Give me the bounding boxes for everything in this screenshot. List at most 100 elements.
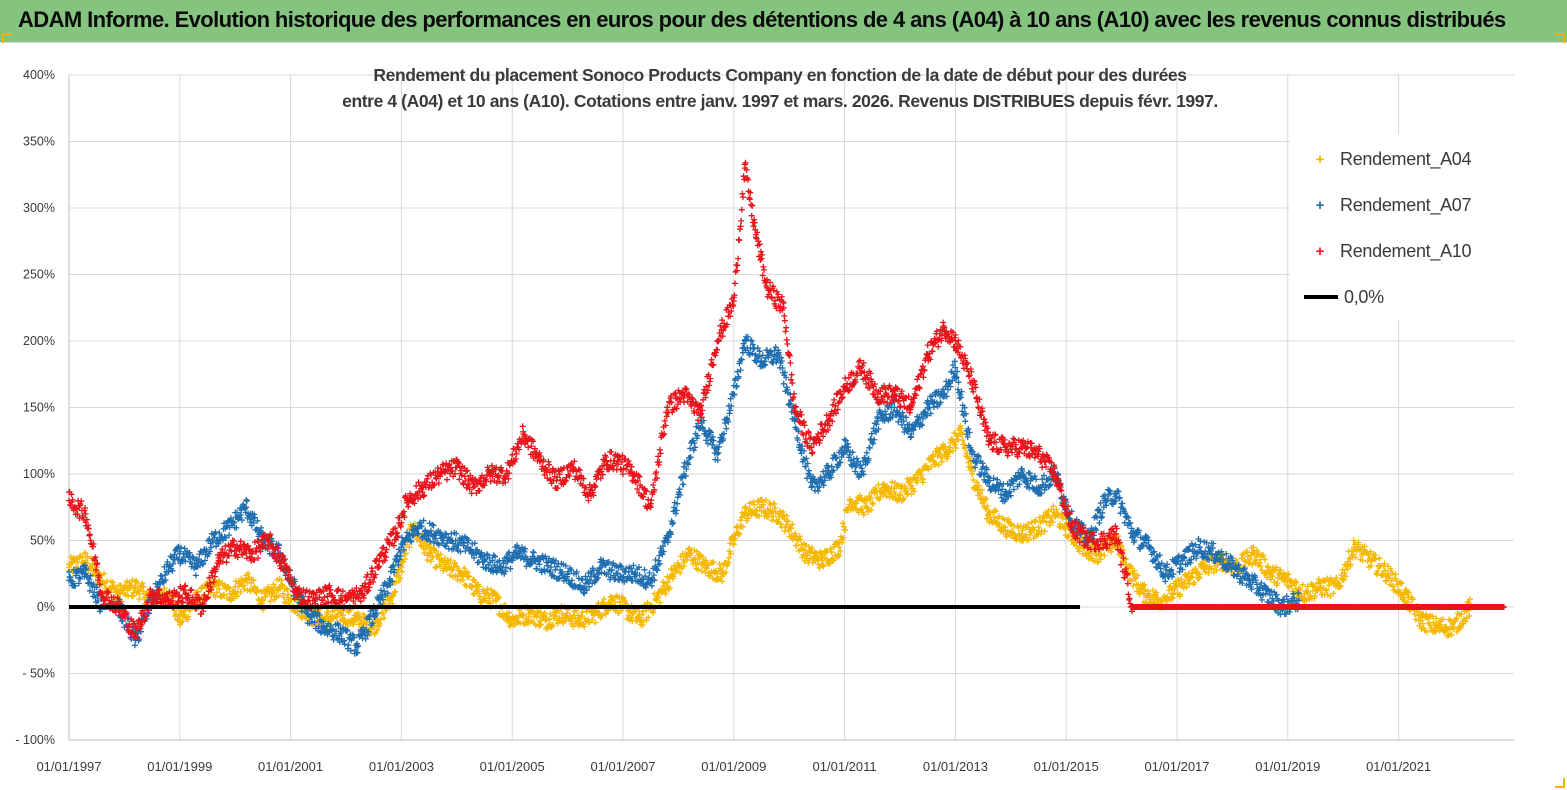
data-point <box>198 585 205 592</box>
data-point <box>737 517 744 524</box>
y-tick-label: 150% <box>23 401 55 415</box>
data-point <box>664 579 671 586</box>
data-point <box>506 609 513 616</box>
series-marks <box>66 159 1507 657</box>
data-point <box>355 612 362 619</box>
data-point <box>486 595 493 602</box>
data-point <box>869 501 876 508</box>
data-point <box>538 621 545 628</box>
x-tick-label: 01/01/2001 <box>258 759 323 774</box>
data-point <box>79 554 86 561</box>
data-point <box>599 612 606 619</box>
data-point <box>532 622 539 629</box>
data-point <box>613 592 620 599</box>
x-tick-label: 01/01/2015 <box>1034 759 1099 774</box>
data-point <box>179 598 186 605</box>
y-tick-label: 350% <box>23 135 55 149</box>
data-point <box>549 622 556 629</box>
data-point <box>243 498 250 504</box>
data-point <box>680 481 687 488</box>
data-point <box>285 591 292 598</box>
data-point <box>379 610 386 617</box>
x-tick-label: 01/01/2003 <box>369 759 434 774</box>
y-tick-label: 100% <box>23 467 55 481</box>
x-axis-ticks: 01/01/1997 01/01/1999 01/01/2001 01/01/2003… <box>36 759 1431 774</box>
data-point <box>953 445 959 451</box>
data-point <box>786 400 793 407</box>
data-point <box>866 445 873 451</box>
data-point <box>437 551 444 558</box>
data-point <box>577 613 584 620</box>
data-point <box>392 588 399 595</box>
data-point <box>360 611 367 618</box>
data-point <box>841 436 848 443</box>
data-point <box>213 589 220 596</box>
data-point <box>136 590 143 597</box>
data-point <box>520 612 527 619</box>
data-point <box>461 565 468 572</box>
data-point <box>279 582 286 589</box>
data-point <box>460 576 466 583</box>
data-point <box>889 479 895 486</box>
data-point <box>842 527 849 533</box>
data-point <box>669 521 676 528</box>
data-point <box>199 584 205 591</box>
data-point <box>476 583 482 590</box>
x-tick-label: 01/01/2011 <box>813 759 877 774</box>
data-point <box>1392 571 1399 578</box>
data-point <box>139 580 146 587</box>
data-point <box>283 585 290 592</box>
data-point <box>536 618 543 624</box>
data-point <box>94 567 101 574</box>
data-point <box>533 613 540 620</box>
data-point <box>351 618 357 624</box>
data-point <box>216 586 223 592</box>
data-point <box>185 613 192 620</box>
y-tick-label: 400% <box>23 68 55 82</box>
data-point <box>427 558 434 565</box>
x-tick-label: 01/01/2021 <box>1366 759 1431 774</box>
data-point <box>241 586 248 592</box>
data-point <box>600 596 607 602</box>
data-point <box>221 591 228 598</box>
data-point <box>402 556 409 562</box>
x-tick-label: 01/01/1999 <box>147 759 212 774</box>
data-point <box>356 613 363 620</box>
data-point <box>395 578 402 584</box>
data-point <box>592 619 599 626</box>
y-tick-label: 300% <box>23 201 55 215</box>
data-point <box>447 572 453 579</box>
data-point <box>828 549 835 556</box>
data-point <box>403 550 410 557</box>
data-point <box>453 563 460 570</box>
data-point <box>128 582 135 589</box>
data-point <box>114 586 120 593</box>
data-point <box>1046 482 1053 489</box>
data-point <box>101 570 108 577</box>
data-point <box>780 380 787 387</box>
data-point <box>581 623 588 630</box>
data-point <box>267 585 274 592</box>
data-point <box>748 337 755 344</box>
report-banner: ADAM Informe. Evolution historique des p… <box>0 0 1567 43</box>
data-point <box>815 488 822 495</box>
data-point <box>123 578 130 585</box>
data-point <box>586 619 593 626</box>
y-tick-label: 200% <box>23 334 55 348</box>
data-point <box>397 575 404 582</box>
x-tick-label: 01/01/2005 <box>480 759 545 774</box>
data-point <box>192 572 199 579</box>
x-tick-label: 01/01/2017 <box>1144 759 1209 774</box>
report-title: ADAM Informe. Evolution historique des p… <box>18 7 1506 32</box>
data-point <box>808 484 815 491</box>
data-point <box>581 615 588 622</box>
data-point <box>258 588 265 595</box>
data-point <box>570 623 577 630</box>
data-point <box>470 591 477 598</box>
data-point <box>589 616 596 623</box>
data-point <box>541 609 548 616</box>
data-point <box>447 557 454 564</box>
data-point <box>161 585 168 592</box>
data-point <box>195 588 202 595</box>
